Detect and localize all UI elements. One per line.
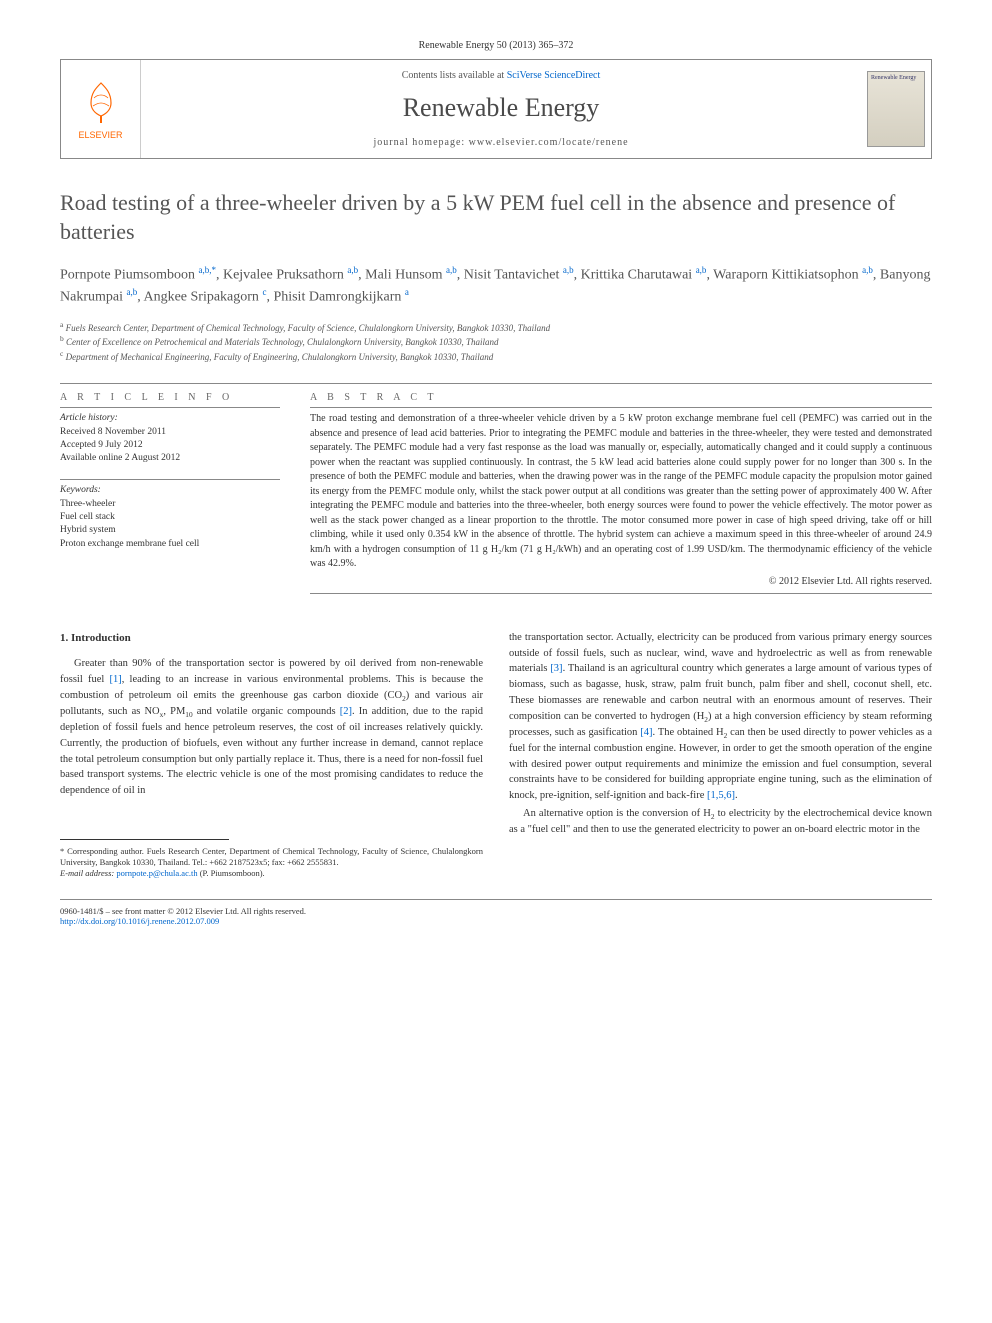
received-date: Received 8 November 2011 (60, 427, 166, 437)
cover-title: Renewable Energy (871, 75, 921, 81)
footer: 0960-1481/$ – see front matter © 2012 El… (60, 899, 932, 926)
online-date: Available online 2 August 2012 (60, 453, 180, 463)
affiliation-b: b Center of Excellence on Petrochemical … (60, 334, 932, 349)
abstract: A B S T R A C T The road testing and dem… (310, 392, 932, 600)
journal-cover[interactable]: Renewable Energy (861, 60, 931, 158)
doi-link[interactable]: http://dx.doi.org/10.1016/j.renene.2012.… (60, 916, 219, 926)
affiliation-a: a Fuels Research Center, Department of C… (60, 320, 932, 335)
affiliation-c: c Department of Mechanical Engineering, … (60, 349, 932, 364)
article-title: Road testing of a three-wheeler driven b… (60, 189, 932, 246)
keywords-block: Keywords: Three-wheeler Fuel cell stack … (60, 484, 280, 550)
email-footnote: E-mail address: pornpote.p@chula.ac.th (… (60, 868, 483, 879)
sciencedirect-link[interactable]: SciVerse ScienceDirect (507, 70, 601, 81)
left-column: 1. Introduction Greater than 90% of the … (60, 630, 483, 879)
elsevier-tree-icon (76, 78, 126, 128)
journal-homepage: journal homepage: www.elsevier.com/locat… (151, 137, 851, 148)
article-info: A R T I C L E I N F O Article history: R… (60, 392, 280, 600)
journal-header: ELSEVIER Contents lists available at Sci… (60, 59, 932, 159)
divider (60, 383, 932, 384)
info-heading: A R T I C L E I N F O (60, 392, 280, 403)
header-center: Contents lists available at SciVerse Sci… (141, 60, 861, 158)
section-heading: 1. Introduction (60, 630, 483, 647)
affiliations: a Fuels Research Center, Department of C… (60, 320, 932, 364)
keywords-label: Keywords: (60, 485, 101, 495)
footnote-divider (60, 839, 229, 840)
journal-name: Renewable Energy (151, 93, 851, 123)
right-column: the transportation sector. Actually, ele… (509, 630, 932, 879)
keyword: Fuel cell stack (60, 512, 115, 522)
contents-available: Contents lists available at SciVerse Sci… (151, 70, 851, 81)
body-paragraph: Greater than 90% of the transportation s… (60, 656, 483, 798)
accepted-date: Accepted 9 July 2012 (60, 440, 143, 450)
issn-line: 0960-1481/$ – see front matter © 2012 El… (60, 906, 932, 916)
elsevier-label: ELSEVIER (78, 130, 122, 140)
info-abstract-row: A R T I C L E I N F O Article history: R… (60, 392, 932, 600)
contents-prefix: Contents lists available at (402, 70, 507, 81)
abstract-text: The road testing and demonstration of a … (310, 412, 932, 572)
keyword: Hybrid system (60, 525, 116, 535)
corresponding-author: * Corresponding author. Fuels Research C… (60, 846, 483, 868)
author-list: Pornpote Piumsomboon a,b,*, Kejvalee Pru… (60, 264, 932, 307)
copyright: © 2012 Elsevier Ltd. All rights reserved… (310, 576, 932, 587)
body-columns: 1. Introduction Greater than 90% of the … (60, 630, 932, 879)
cover-image: Renewable Energy (867, 71, 925, 147)
history-label: Article history: (60, 413, 118, 423)
body-paragraph: An alternative option is the conversion … (509, 806, 932, 838)
keyword: Three-wheeler (60, 499, 115, 509)
journal-reference: Renewable Energy 50 (2013) 365–372 (60, 40, 932, 51)
keyword: Proton exchange membrane fuel cell (60, 539, 199, 549)
body-paragraph: the transportation sector. Actually, ele… (509, 630, 932, 804)
email-label: E-mail address: (60, 868, 116, 878)
homepage-url[interactable]: www.elsevier.com/locate/renene (469, 137, 629, 148)
email-suffix: (P. Piumsomboon). (198, 868, 265, 878)
author-email-link[interactable]: pornpote.p@chula.ac.th (116, 868, 197, 878)
homepage-label: journal homepage: (373, 137, 468, 148)
elsevier-logo[interactable]: ELSEVIER (61, 60, 141, 158)
article-history: Article history: Received 8 November 201… (60, 412, 280, 465)
abstract-heading: A B S T R A C T (310, 392, 932, 403)
